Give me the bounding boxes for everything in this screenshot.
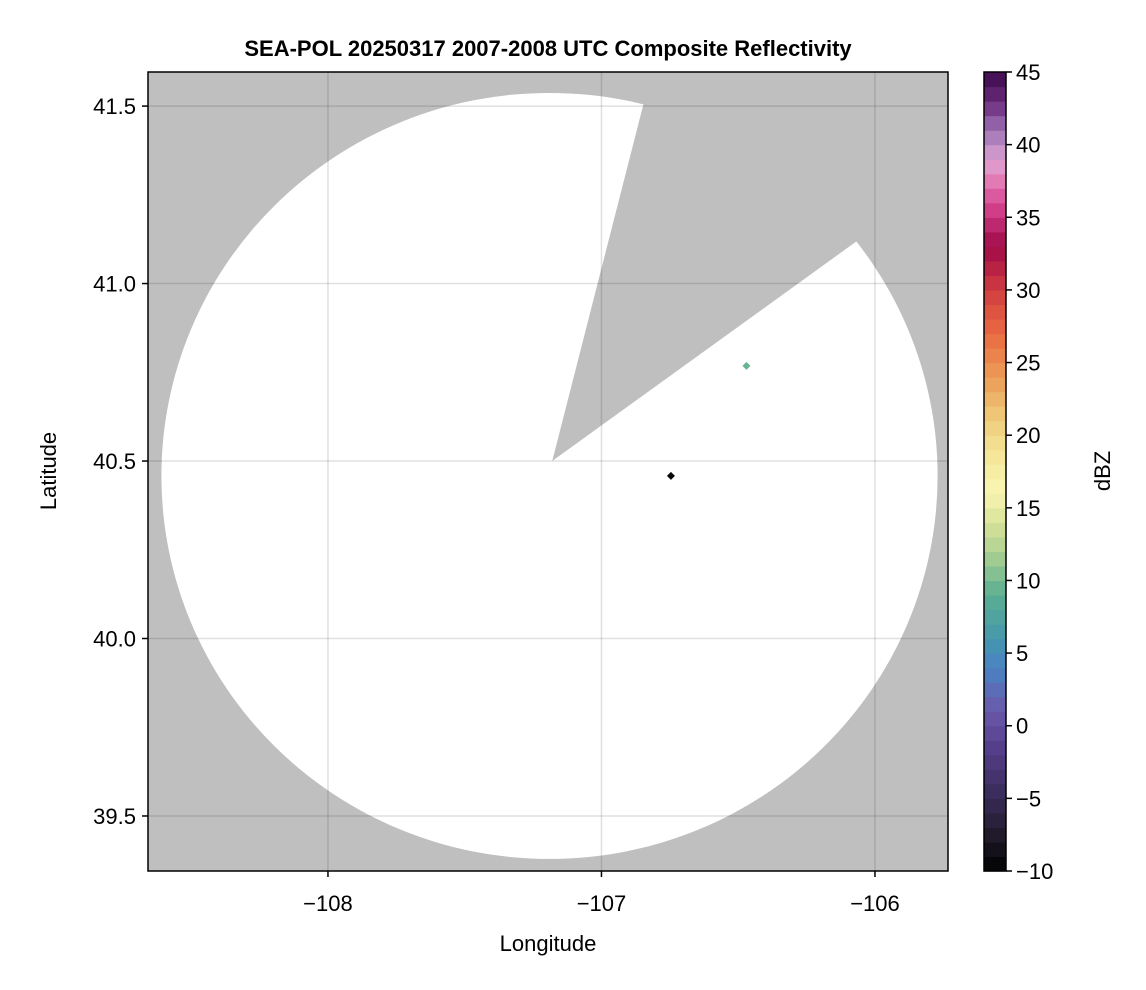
colorbar-tick-label: −10: [1016, 859, 1053, 884]
blocked-sector: [552, 72, 948, 462]
colorbar-bin: [984, 435, 1006, 451]
x-tick-label: −108: [303, 891, 353, 916]
colorbar-bin: [984, 682, 1006, 698]
colorbar-bin: [984, 377, 1006, 393]
colorbar-bin: [984, 101, 1006, 117]
colorbar-tick-label: 0: [1016, 714, 1028, 739]
colorbar-bin: [984, 638, 1006, 654]
colorbar-bin: [984, 231, 1006, 247]
colorbar-bin: [984, 827, 1006, 843]
colorbar-bin: [984, 783, 1006, 799]
colorbar-bin: [984, 667, 1006, 683]
colorbar-bin: [984, 536, 1006, 552]
colorbar-bin: [984, 551, 1006, 567]
colorbar-bin: [984, 493, 1006, 509]
colorbar-tick-label: 15: [1016, 496, 1040, 521]
colorbar-bin: [984, 159, 1006, 175]
colorbar-bin: [984, 580, 1006, 596]
y-tick-label: 41.5: [93, 94, 136, 119]
x-tick-label: −107: [577, 891, 627, 916]
colorbar-tick-label: 40: [1016, 133, 1040, 158]
plot-area: [148, 72, 948, 871]
colorbar-bin: [984, 449, 1006, 465]
colorbar-bin: [984, 653, 1006, 669]
chart-title: SEA-POL 20250317 2007-2008 UTC Composite…: [244, 36, 852, 61]
colorbar-bin: [984, 362, 1006, 378]
colorbar-bin: [984, 420, 1006, 436]
colorbar-bin: [984, 289, 1006, 306]
colorbar-bin: [984, 318, 1006, 335]
colorbar-bin: [984, 115, 1006, 131]
colorbar-bin: [984, 275, 1006, 291]
colorbar-bin: [984, 624, 1006, 640]
colorbar-tick-label: −5: [1016, 786, 1041, 811]
colorbar-bin: [984, 406, 1006, 422]
colorbar-tick-label: 35: [1016, 205, 1040, 230]
colorbar-bin: [984, 173, 1006, 189]
colorbar-tick-label: 5: [1016, 641, 1028, 666]
y-axis-label: Latitude: [36, 432, 61, 510]
colorbar-bin: [984, 391, 1006, 407]
colorbar-tick-label: 45: [1016, 60, 1040, 85]
colorbar: −10 −5 0 5 10 15 20 25 30 35 40 45: [983, 60, 1053, 884]
colorbar-tick-label: 30: [1016, 278, 1040, 303]
colorbar-bin: [984, 565, 1006, 582]
colorbar-bin: [984, 202, 1006, 218]
x-axis-label: Longitude: [500, 931, 597, 956]
colorbar-tick-label: 10: [1016, 568, 1040, 593]
colorbar-bin: [984, 856, 1006, 872]
y-tick-label: 39.5: [93, 804, 136, 829]
colorbar-bin: [984, 246, 1006, 262]
colorbar-bin: [984, 464, 1006, 480]
plot-frame: [147, 71, 949, 872]
colorbar-bin: [984, 260, 1006, 276]
colorbar-bin: [984, 348, 1006, 364]
colorbar-bin: [984, 609, 1006, 625]
colorbar-bin: [984, 696, 1006, 712]
y-tick-label: 40.5: [93, 449, 136, 474]
colorbar-bin: [984, 725, 1006, 741]
colorbar-bin: [984, 72, 1006, 88]
colorbar-bin: [984, 478, 1006, 494]
y-axis: 39.5 40.0 40.5 41.0 41.5: [93, 94, 148, 829]
colorbar-bin: [984, 304, 1006, 320]
x-axis: −108 −107 −106: [303, 871, 900, 916]
colorbar-bin: [984, 769, 1006, 785]
colorbar-bin: [984, 754, 1006, 770]
colorbar-bin: [984, 522, 1006, 538]
x-tick-label: −106: [850, 891, 900, 916]
colorbar-tick-label: 20: [1016, 423, 1040, 448]
colorbar-bin: [984, 217, 1006, 233]
colorbar-bin: [984, 711, 1006, 727]
y-tick-label: 40.0: [93, 627, 136, 652]
colorbar-bin: [984, 798, 1006, 814]
y-tick-label: 41.0: [93, 272, 136, 297]
colorbar-bin: [984, 144, 1006, 160]
colorbar-bin: [984, 188, 1006, 204]
colorbar-bin: [984, 841, 1006, 858]
reflectivity-point: [666, 471, 675, 480]
reflectivity-point: [742, 361, 751, 370]
colorbar-label: dBZ: [1090, 451, 1115, 491]
colorbar-bin: [984, 86, 1006, 102]
colorbar-bin: [984, 594, 1006, 611]
colorbar-bin: [984, 812, 1006, 829]
colorbar-bin: [984, 507, 1006, 523]
colorbar-bin: [984, 130, 1006, 146]
colorbar-bin: [984, 740, 1006, 756]
colorbar-frame: [983, 71, 1007, 872]
colorbar-tick-label: 25: [1016, 351, 1040, 376]
colorbar-bin: [984, 333, 1006, 349]
